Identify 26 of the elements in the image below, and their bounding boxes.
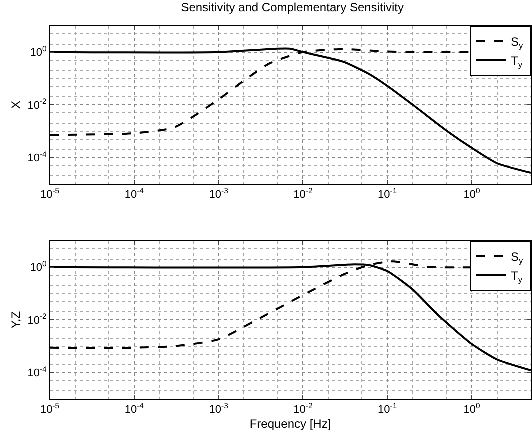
y-tick-label: 10$^{-4}$	[28, 364, 48, 380]
y-tick-label: 10$^{0}$	[30, 44, 47, 60]
legend-label: S$_{y}$	[511, 35, 524, 51]
x-tick-label: 10$^{-5}$	[40, 186, 60, 202]
x-tick-label: 10$^{-4}$	[124, 402, 145, 416]
x-tick-label: 10$^{-2}$	[294, 186, 313, 202]
y-tick-label: 10$^{-4}$	[28, 150, 48, 165]
x-tick-label: 10$^{-1}$	[378, 186, 398, 202]
y-tick-label: 10$^{0}$	[30, 260, 47, 274]
legend-label: T$_{y}$	[511, 269, 524, 285]
x-tick-label: 10$^{-2}$	[294, 402, 313, 416]
x-tick-label: 10$^{0}$	[464, 402, 480, 416]
x-axis-title: Frequency [Hz]	[250, 417, 332, 432]
y-axis-title: X	[9, 100, 24, 110]
x-tick-label: 10$^{-5}$	[40, 402, 60, 416]
y-tick-label: 10$^{-2}$	[28, 312, 47, 327]
legend-label: S$_{y}$	[511, 250, 524, 266]
x-tick-label: 10$^{-3}$	[209, 402, 228, 416]
chart-title: Sensitivity and Complementary Sensitivity	[181, 0, 404, 15]
x-tick-label: 10$^{-1}$	[378, 402, 398, 416]
x-tick-label: 10$^{-4}$	[124, 186, 145, 202]
y-axis-title: Y,Z	[9, 311, 24, 329]
x-tick-label: 10$^{-3}$	[209, 186, 228, 202]
x-tick-label: 10$^{0}$	[464, 186, 480, 202]
y-tick-label: 10$^{-2}$	[28, 97, 47, 112]
legend-label: T$_{y}$	[511, 54, 524, 70]
